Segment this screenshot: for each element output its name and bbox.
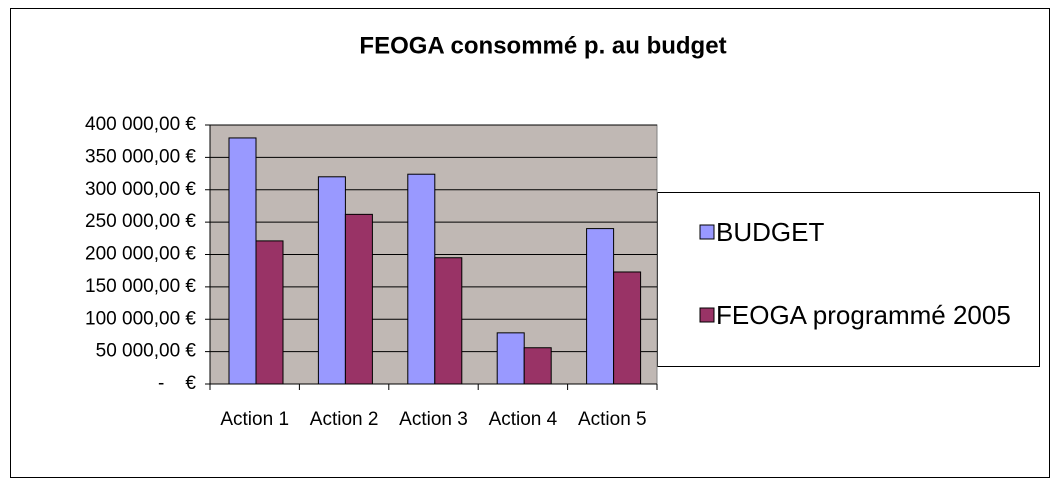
- y-tick-label: 200 000,00 €: [85, 244, 196, 265]
- bar: [317, 176, 346, 385]
- y-tick-label: 50 000,00 €: [96, 341, 197, 362]
- bar: [255, 240, 284, 385]
- x-tick-label: Action 4: [488, 409, 558, 430]
- chart-title: FEOGA consommé p. au budget: [359, 32, 726, 59]
- bar: [523, 347, 552, 385]
- legend-label: FEOGA programmé 2005: [716, 300, 1011, 330]
- x-tick-label: Action 1: [220, 409, 290, 430]
- y-tick-label: 150 000,00 €: [85, 276, 196, 297]
- bar: [586, 228, 615, 385]
- x-tick-label: Action 2: [309, 409, 379, 430]
- bar: [228, 137, 257, 385]
- y-tick-label: 350 000,00 €: [85, 146, 196, 167]
- bar: [344, 213, 373, 385]
- legend-swatch: [699, 307, 715, 323]
- x-tick-label: Action 3: [399, 409, 468, 430]
- legend-swatch: [699, 224, 715, 240]
- bar: [613, 271, 642, 385]
- bar: [434, 257, 463, 385]
- bar: [407, 173, 436, 385]
- legend-box: [657, 192, 1040, 367]
- y-tick-label: 300 000,00 €: [85, 179, 196, 200]
- y-tick-label: - €: [158, 373, 196, 394]
- y-tick-label: 100 000,00 €: [85, 308, 196, 329]
- bar: [496, 332, 525, 385]
- legend-label: BUDGET: [716, 217, 825, 247]
- y-tick-label: 400 000,00 €: [85, 114, 196, 135]
- y-tick-label: 250 000,00 €: [85, 211, 196, 232]
- x-tick-label: Action 5: [577, 409, 647, 430]
